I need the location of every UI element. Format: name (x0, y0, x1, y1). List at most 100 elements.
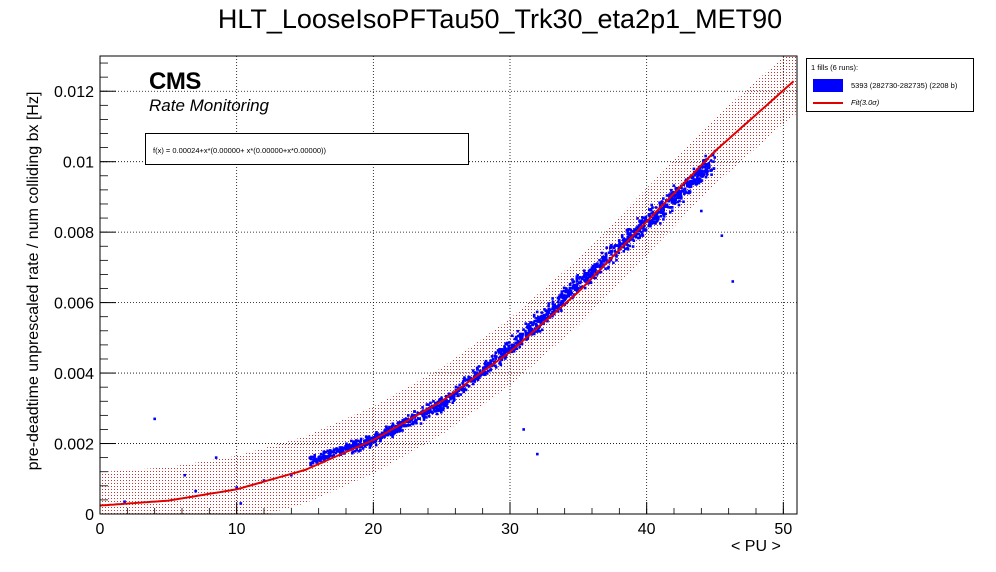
data-point (391, 430, 394, 433)
data-point (704, 154, 707, 158)
y-tick-label: 0 (85, 507, 94, 524)
data-point (679, 193, 682, 197)
data-point (692, 167, 696, 171)
data-point (559, 303, 563, 306)
data-point (640, 232, 644, 236)
data-point (353, 443, 357, 447)
data-point (502, 350, 506, 354)
data-point (533, 319, 536, 323)
data-point (428, 409, 431, 413)
data-point (608, 246, 612, 250)
data-point (499, 363, 503, 367)
data-point (650, 222, 654, 225)
data-point (694, 171, 698, 175)
data-point (534, 322, 538, 326)
data-point (595, 265, 599, 269)
data-point (455, 390, 459, 393)
data-point (609, 258, 613, 262)
data-point (642, 226, 645, 230)
x-tick-label: 0 (96, 521, 105, 538)
data-point (691, 176, 695, 180)
data-point (545, 319, 549, 323)
data-point (309, 461, 312, 465)
data-point (194, 489, 197, 493)
data-point (640, 219, 643, 222)
data-point (504, 349, 507, 353)
data-point (313, 453, 316, 457)
data-point (498, 362, 501, 365)
data-point (465, 378, 469, 381)
data-point (651, 210, 655, 214)
data-point (561, 296, 565, 300)
data-point (668, 206, 672, 209)
data-point (592, 276, 596, 280)
data-point (516, 334, 520, 338)
data-point (560, 309, 563, 312)
data-point (669, 188, 673, 192)
data-point (689, 183, 692, 186)
data-point (551, 314, 554, 318)
data-point (648, 220, 651, 224)
data-point (675, 196, 679, 200)
data-point (355, 447, 358, 450)
data-point (470, 380, 473, 383)
data-point (442, 400, 446, 404)
data-point (410, 413, 414, 417)
data-point (484, 371, 487, 374)
data-point (459, 393, 463, 396)
data-point (575, 279, 579, 283)
data-point (680, 186, 683, 189)
data-point (527, 328, 531, 332)
data-point (471, 382, 475, 386)
data-point (580, 285, 584, 289)
data-point (520, 334, 524, 337)
data-point (593, 267, 597, 270)
data-point (612, 246, 616, 250)
data-point (543, 316, 547, 319)
data-point (571, 286, 574, 290)
data-point (599, 261, 603, 265)
fit-formula-text: f(x) = 0.00024+x*(0.00000+ x*(0.00000+x*… (153, 146, 327, 155)
data-point (494, 366, 498, 369)
data-point (543, 308, 546, 311)
data-point (440, 409, 443, 412)
data-point (609, 244, 613, 248)
data-point (290, 473, 293, 477)
chart-title: HLT_LooseIsoPFTau50_Trk30_eta2p1_MET90 (217, 4, 783, 34)
data-point (483, 372, 487, 376)
x-tick-label: 50 (774, 521, 792, 538)
data-point (496, 349, 500, 352)
data-point (526, 324, 529, 328)
data-point (446, 406, 449, 409)
data-point (534, 324, 538, 328)
data-point (617, 247, 621, 251)
data-point (363, 440, 367, 444)
data-point (547, 304, 550, 308)
data-point (486, 369, 490, 373)
data-point (576, 288, 580, 292)
data-point (183, 473, 187, 477)
data-point (583, 286, 587, 290)
data-point (639, 223, 643, 226)
rate-monitoring-label: Rate Monitoring (149, 96, 270, 115)
data-point (639, 234, 642, 237)
data-point (423, 411, 427, 414)
data-point (665, 194, 669, 197)
data-point (468, 375, 471, 379)
data-point (650, 203, 653, 207)
data-point (704, 165, 707, 169)
data-point (262, 479, 266, 482)
data-point (441, 408, 445, 412)
data-point (395, 429, 399, 432)
data-point (452, 396, 456, 399)
data-point (631, 245, 635, 248)
data-point (597, 271, 601, 274)
data-point (357, 449, 361, 453)
data-point (560, 293, 564, 296)
data-point (481, 372, 485, 375)
data-point (662, 218, 665, 221)
data-point (670, 196, 674, 200)
data-point (450, 396, 453, 399)
data-point (647, 223, 651, 227)
data-point (486, 365, 489, 369)
